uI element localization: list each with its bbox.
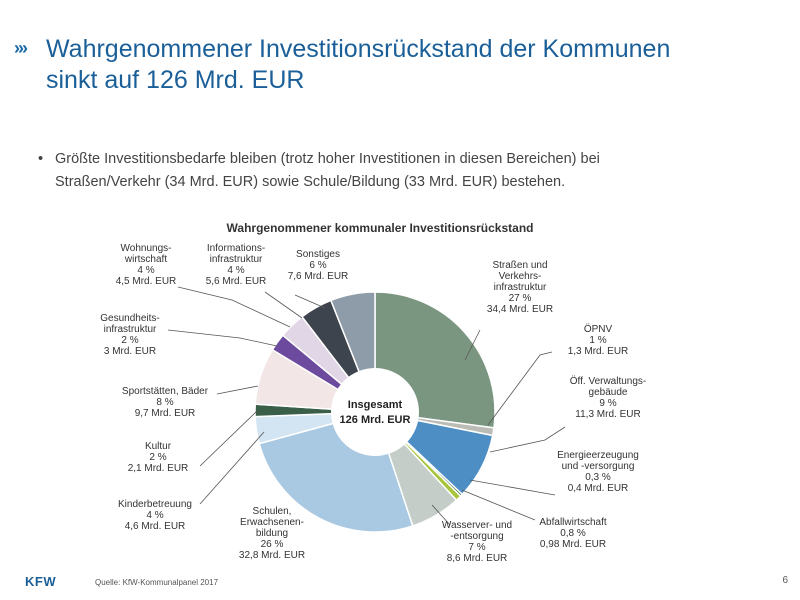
leader-line-11 [167, 329, 278, 347]
slice-label-2-line-1: ÖPNV [584, 323, 613, 335]
slice-label-3: Öff. Verwaltungs-gebäude 9 % 11,3 Mrd. EUR [570, 375, 647, 420]
slice-label-7-line-1: Schulen, [253, 506, 292, 517]
slice-label-12-line-4: 4,5 Mrd. EUR [116, 276, 177, 287]
leader-line-10 [216, 385, 259, 395]
chart-title: Wahrgenommener kommunaler Investitionsrü… [226, 221, 534, 235]
slice-label-6: Wasserver- und -entsorgung 7 % 8,6 Mrd. EUR [442, 520, 512, 564]
slice-label-13-line-1: Informations- [207, 243, 265, 254]
slice-label-9-line-3: 2,1 Mrd. EUR [128, 463, 189, 474]
slice-label-13: Informations-infrastruktur 4 % 5,6 Mrd. EU… [206, 243, 267, 287]
slice-label-10: Sportstätten, Bäder 8 % 9,7 Mrd. EUR [122, 386, 209, 419]
slice-label-13-line-3: 4 % [227, 265, 244, 276]
slice-label-9: Kultur 2 % 2,1 Mrd. EUR [128, 441, 189, 474]
slice-label-5-line-3: 0,98 Mrd. EUR [540, 539, 606, 550]
slice-label-3-line-4: 11,3 Mrd. EUR [575, 409, 640, 420]
leader-line-3 [489, 426, 566, 453]
leader-line-6 [431, 504, 451, 526]
slice-label-9-line-2: 2 % [149, 452, 166, 463]
slice-label-1-line-3: infrastruktur [494, 282, 547, 293]
slice-label-3-line-2: gebäude [589, 387, 628, 398]
slice-label-3-line-3: 9 % [599, 398, 616, 409]
slice-label-1-line-5: 34,4 Mrd. EUR [487, 304, 553, 315]
slice-label-6-line-2: -entsorgung [450, 531, 503, 542]
slice-label-7-line-2: Erwachsenen- [240, 517, 304, 528]
slice-label-10-line-3: 9,7 Mrd. EUR [135, 408, 196, 419]
leader-line-5 [461, 489, 536, 521]
pie-center-hole [331, 368, 419, 456]
bullet-line-1: Größte Investitionsbedarfe bleiben (trot… [55, 151, 600, 167]
slice-label-1: Straßen und Verkehrs-infrastruktur 27 % 34,… [487, 260, 553, 315]
slice-label-14-line-3: 7,6 Mrd. EUR [288, 271, 349, 282]
slice-label-11: Gesundheits-infrastruktur 2 % 3 Mrd. EUR [100, 313, 159, 357]
page-number: 6 [782, 575, 788, 586]
slice-label-4: Energieerzeugung und -versorgung 0,3 % 0,4 … [557, 450, 639, 494]
leader-line-9 [199, 409, 259, 467]
slice-label-5: Abfallwirtschaft 0,8 % 0,98 Mrd. EUR [539, 517, 606, 550]
center-label-line-1: Insgesamt [348, 399, 403, 411]
leader-lines [167, 286, 566, 526]
slice-label-6-line-4: 8,6 Mrd. EUR [447, 553, 508, 564]
slice-label-5-line-2: 0,8 % [560, 528, 586, 539]
slice-label-11-line-2: infrastruktur [104, 324, 157, 335]
slice-label-4-line-4: 0,4 Mrd. EUR [568, 483, 629, 494]
center-label-line-2: 126 Mrd. EUR [340, 414, 411, 426]
title-chevron-icon: ››› [14, 38, 28, 58]
slice-label-7-line-5: 32,8 Mrd. EUR [239, 550, 305, 561]
slice-label-12-line-2: wirtschaft [124, 254, 167, 265]
leader-line-2 [487, 351, 553, 426]
slice-label-14-line-2: 6 % [309, 260, 326, 271]
slice-label-14-line-1: Sonstiges [296, 249, 340, 260]
leader-line-1 [464, 329, 481, 361]
slice-label-7: Schulen, Erwachsenen-bildung 26 % 32,8 Mrd.… [239, 506, 305, 561]
slice-labels: Straßen und Verkehrs-infrastruktur 27 % 34,… [100, 243, 646, 564]
slice-label-13-line-4: 5,6 Mrd. EUR [206, 276, 267, 287]
slice-label-6-line-3: 7 % [468, 542, 485, 553]
slice-label-1-line-2: Verkehrs- [499, 271, 542, 282]
slice-label-2-line-3: 1,3 Mrd. EUR [568, 346, 629, 357]
page-title: ››› Wahrgenommener Investitionsrückstand… [14, 34, 774, 96]
slice-label-2: ÖPNV 1 % 1,3 Mrd. EUR [568, 323, 629, 357]
bullet-point: • Größte Investitionsbedarfe bleiben (tr… [38, 148, 758, 194]
slice-label-3-line-1: Öff. Verwaltungs- [570, 375, 647, 387]
slice-label-11-line-4: 3 Mrd. EUR [104, 346, 156, 357]
slice-label-8-line-1: Kinderbetreuung [118, 499, 192, 510]
slice-label-8: Kinderbetreuung 4 % 4,6 Mrd. EUR [118, 499, 192, 532]
slice-label-10-line-2: 8 % [156, 397, 173, 408]
slice-label-7-line-3: bildung [256, 528, 288, 539]
slice-label-6-line-1: Wasserver- und [442, 520, 512, 531]
leader-line-13 [264, 291, 303, 319]
slice-label-5-line-1: Abfallwirtschaft [539, 517, 606, 528]
slice-label-11-line-1: Gesundheits- [100, 313, 159, 324]
slice-label-4-line-3: 0,3 % [585, 472, 611, 483]
leader-line-8 [199, 431, 265, 505]
leader-line-4 [469, 479, 556, 496]
slice-label-7-line-4: 26 % [261, 539, 284, 550]
bullet-dot-icon: • [38, 151, 44, 167]
slice-label-11-line-3: 2 % [121, 335, 138, 346]
slice-label-8-line-3: 4,6 Mrd. EUR [125, 521, 186, 532]
kfw-logo: KFW [25, 574, 57, 589]
source-note: Quelle: KfW-Kommunalpanel 2017 [95, 578, 219, 587]
leader-line-14 [294, 294, 326, 309]
slice-label-4-line-1: Energieerzeugung [557, 450, 639, 461]
title-line-1: Wahrgenommener Investitionsrückstand der… [46, 35, 671, 63]
slice-label-13-line-2: infrastruktur [210, 254, 263, 265]
slice-label-2-line-2: 1 % [589, 335, 606, 346]
bullet-line-2: Straßen/Verkehr (34 Mrd. EUR) sowie Schu… [55, 174, 566, 190]
slice-label-4-line-2: und -versorgung [562, 461, 635, 472]
slice-label-1-line-1: Straßen und [492, 260, 547, 271]
slice-label-12-line-3: 4 % [137, 265, 154, 276]
slice-label-14: Sonstiges 6 % 7,6 Mrd. EUR [288, 249, 349, 282]
slice-label-10-line-1: Sportstätten, Bäder [122, 386, 209, 397]
slice-label-12: Wohnungs-wirtschaft 4 % 4,5 Mrd. EUR [116, 243, 177, 287]
slice-label-9-line-1: Kultur [145, 441, 172, 452]
slice-label-8-line-2: 4 % [146, 510, 163, 521]
slice-label-1-line-4: 27 % [509, 293, 532, 304]
title-line-2: sinkt auf 126 Mrd. EUR [46, 66, 305, 94]
leader-line-12 [177, 286, 291, 328]
slice-label-12-line-1: Wohnungs- [121, 243, 172, 254]
